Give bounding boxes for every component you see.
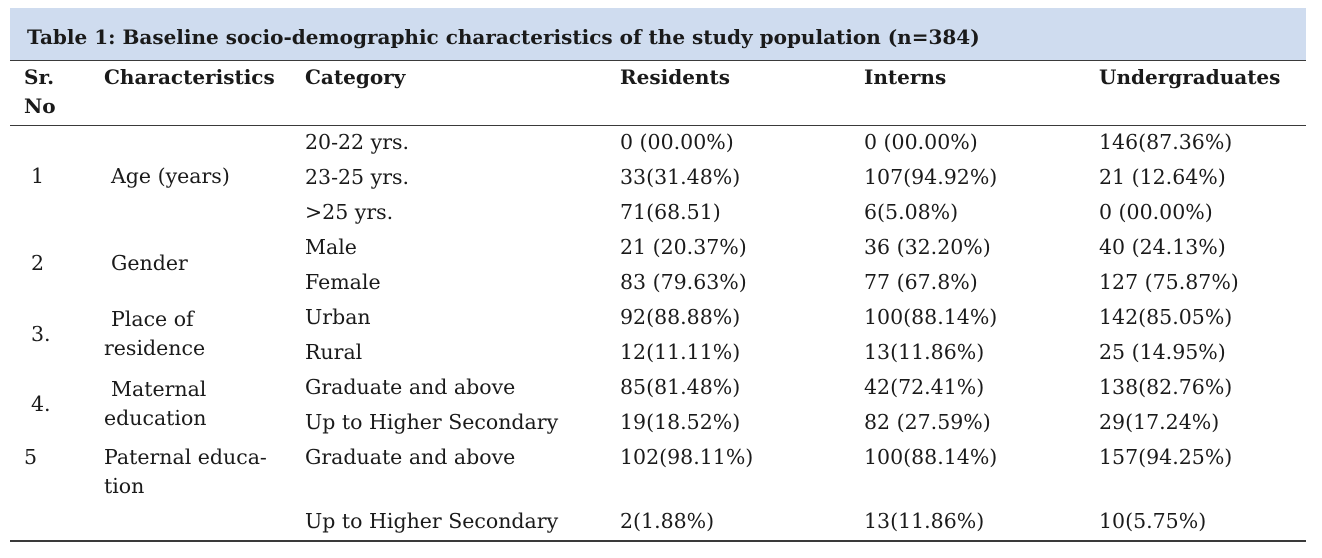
header-sr-no: Sr. No [24, 65, 56, 118]
group-sr: 1 [31, 164, 45, 188]
header-top-rule [10, 60, 1306, 61]
cell-interns: 77 (67.8%) [864, 270, 978, 294]
cell-interns: 107(94.92%) [864, 165, 998, 189]
cell-undergraduates: 40 (24.13%) [1099, 235, 1226, 259]
header-interns: Interns [864, 65, 947, 89]
cell-residents: 2(1.88%) [620, 509, 715, 533]
group-sr: 4. [31, 392, 51, 416]
cell-undergraduates: 157(94.25%) [1099, 445, 1233, 469]
cell-undergraduates: 0 (00.00%) [1099, 200, 1213, 224]
table-caption: Table 1: Baseline socio-demographic char… [27, 25, 980, 49]
header-bottom-rule [10, 125, 1306, 126]
cell-interns: 42(72.41%) [864, 375, 985, 399]
table-bottom-rule [10, 540, 1306, 542]
header-residents: Residents [620, 65, 730, 89]
cell-residents: 21 (20.37%) [620, 235, 747, 259]
cell-residents: 0 (00.00%) [620, 130, 734, 154]
cell-category: Up to Higher Secondary [305, 509, 559, 533]
header-characteristics: Characteristics [104, 65, 275, 89]
cell-residents: 92(88.88%) [620, 305, 741, 329]
cell-interns: 100(88.14%) [864, 445, 998, 469]
cell-undergraduates: 10(5.75%) [1099, 509, 1207, 533]
cell-category: Graduate and above [305, 445, 516, 469]
cell-interns: 100(88.14%) [864, 305, 998, 329]
group-name: Place of residence [104, 307, 206, 360]
cell-category: >25 yrs. [305, 200, 394, 224]
cell-category: Female [305, 270, 381, 294]
cell-category: Graduate and above [305, 375, 516, 399]
group-name: Paternal educa-tion [104, 445, 267, 498]
cell-interns: 82 (27.59%) [864, 410, 991, 434]
cell-residents: 83 (79.63%) [620, 270, 747, 294]
cell-undergraduates: 142(85.05%) [1099, 305, 1233, 329]
cell-category: Up to Higher Secondary [305, 410, 559, 434]
cell-interns: 13(11.86%) [864, 509, 985, 533]
header-undergraduates: Undergraduates [1099, 65, 1281, 89]
cell-residents: 71(68.51) [620, 200, 721, 224]
cell-residents: 33(31.48%) [620, 165, 741, 189]
cell-residents: 12(11.11%) [620, 340, 741, 364]
group-name: Age (years) [111, 164, 230, 188]
group-sr: 2 [31, 251, 45, 275]
cell-residents: 19(18.52%) [620, 410, 741, 434]
cell-interns: 6(5.08%) [864, 200, 959, 224]
cell-category: 23-25 yrs. [305, 165, 410, 189]
cell-interns: 0 (00.00%) [864, 130, 978, 154]
group-name: Maternal education [104, 377, 207, 430]
cell-undergraduates: 25 (14.95%) [1099, 340, 1226, 364]
cell-undergraduates: 29(17.24%) [1099, 410, 1220, 434]
cell-category: Male [305, 235, 357, 259]
group-sr: 5 [24, 445, 38, 469]
group-name: Gender [111, 251, 188, 275]
cell-residents: 102(98.11%) [620, 445, 754, 469]
cell-residents: 85(81.48%) [620, 375, 741, 399]
cell-undergraduates: 138(82.76%) [1099, 375, 1233, 399]
cell-category: Rural [305, 340, 363, 364]
cell-undergraduates: 146(87.36%) [1099, 130, 1233, 154]
cell-undergraduates: 127 (75.87%) [1099, 270, 1239, 294]
cell-category: Urban [305, 305, 371, 329]
cell-interns: 13(11.86%) [864, 340, 985, 364]
cell-interns: 36 (32.20%) [864, 235, 991, 259]
cell-category: 20-22 yrs. [305, 130, 410, 154]
header-category: Category [305, 65, 406, 89]
table-caption-bar: Table 1: Baseline socio-demographic char… [10, 8, 1306, 60]
cell-undergraduates: 21 (12.64%) [1099, 165, 1226, 189]
group-sr: 3. [31, 322, 51, 346]
